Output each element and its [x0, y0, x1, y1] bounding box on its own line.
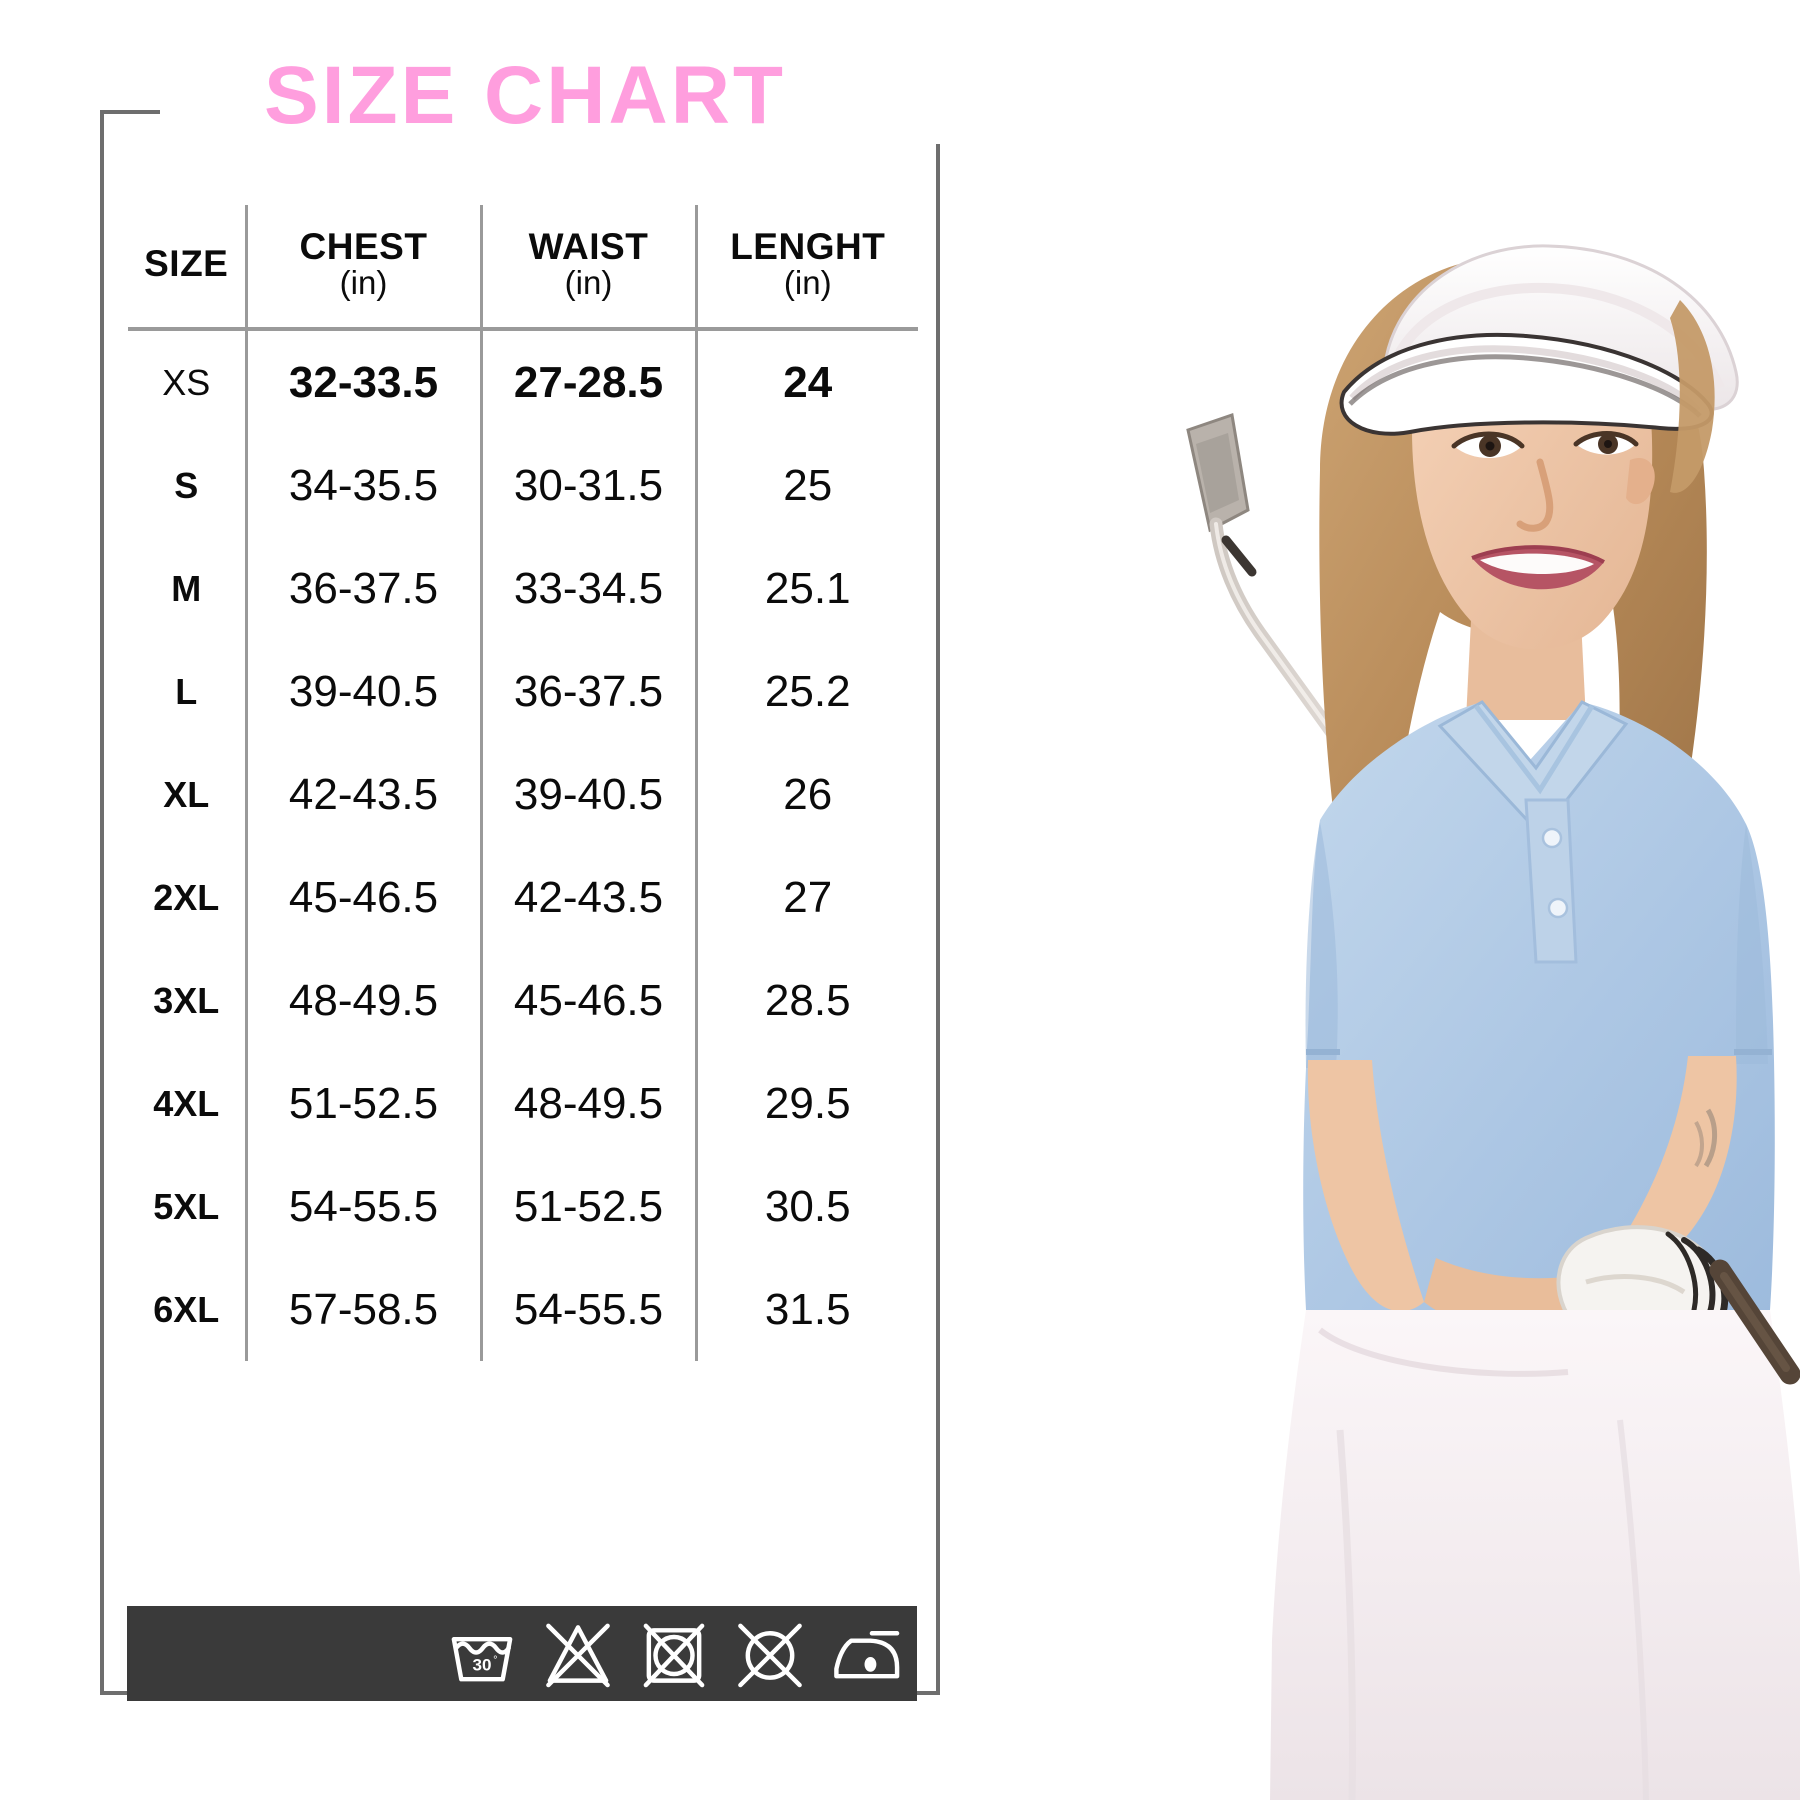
cell-length: 25.1 [764, 563, 851, 613]
column-header-chest-label: CHEST [299, 225, 428, 267]
cell-size: L [128, 640, 248, 743]
column-header-length-unit: (in) [783, 264, 832, 302]
cell-waist: 27-28.5 [481, 329, 698, 434]
column-header-size-label: SIZE [144, 242, 229, 284]
tattoo [1703, 1108, 1717, 1168]
cell-chest: 45-46.5 [246, 846, 483, 949]
table-row: 2XL 45-46.5 42-43.5 27 [128, 846, 918, 949]
table-row: S 34-35.5 30-31.5 25 [128, 434, 918, 537]
svg-text:°: ° [493, 1654, 497, 1666]
cell-chest: 32-33.5 [246, 329, 483, 434]
column-header-size: SIZE [128, 205, 248, 331]
wash-temperature-label: 30 [473, 1655, 492, 1674]
table-header-row: SIZE CHEST (in) WAIST (in) LENGHT (in) [128, 205, 918, 331]
cell-length: 26 [783, 769, 833, 819]
cell-length: 31.5 [764, 1284, 851, 1334]
column-header-waist: WAIST (in) [481, 205, 698, 331]
column-header-chest-unit: (in) [339, 264, 388, 302]
column-header-length-label: LENGHT [730, 225, 886, 267]
table-row: M 36-37.5 33-34.5 25.1 [128, 537, 918, 640]
cell-length: 25.2 [764, 666, 851, 716]
size-chart-table: SIZE CHEST (in) WAIST (in) LENGHT (in) X… [128, 205, 918, 1361]
cell-waist: 33-34.5 [481, 537, 698, 640]
cell-length: 29.5 [764, 1078, 851, 1128]
cell-waist: 42-43.5 [481, 846, 698, 949]
cell-size: 2XL [128, 846, 248, 949]
arm-left [1307, 1060, 1424, 1312]
button-placket [1524, 798, 1578, 964]
arm-right [1618, 1056, 1737, 1259]
do-not-tumble-dry-icon [643, 1623, 705, 1687]
golfer-photo [1020, 0, 1800, 1800]
table-row: 4XL 51-52.5 48-49.5 29.5 [128, 1052, 918, 1155]
nose [1516, 458, 1554, 532]
cell-waist: 51-52.5 [481, 1155, 698, 1258]
cell-chest: 54-55.5 [246, 1155, 483, 1258]
column-header-chest: CHEST (in) [246, 205, 483, 331]
cell-length: 25 [783, 460, 833, 510]
wash-30-icon: 30 ° [451, 1636, 513, 1681]
size-chart-panel: SIZE CHART SIZE CHEST (in) WAIST (in) LE… [100, 50, 950, 1701]
do-not-bleach-icon [546, 1623, 610, 1687]
collar [1437, 700, 1629, 837]
page-title: SIZE CHART [264, 50, 786, 141]
mouth [1471, 545, 1605, 590]
title-notch [160, 88, 950, 144]
cell-chest: 51-52.5 [246, 1052, 483, 1155]
cell-length: 27 [783, 872, 833, 922]
cell-size: 6XL [128, 1258, 248, 1361]
cell-waist: 45-46.5 [481, 949, 698, 1052]
cell-size: XS [128, 329, 248, 434]
table-row: 3XL 48-49.5 45-46.5 28.5 [128, 949, 918, 1052]
cell-size: 4XL [128, 1052, 248, 1155]
iron-low-heat-icon [834, 1630, 900, 1678]
cell-length: 28.5 [764, 975, 851, 1025]
cell-chest: 34-35.5 [246, 434, 483, 537]
cell-chest: 42-43.5 [246, 743, 483, 846]
column-header-waist-unit: (in) [564, 264, 613, 302]
cell-waist: 30-31.5 [481, 434, 698, 537]
cell-size: 3XL [128, 949, 248, 1052]
cell-waist: 39-40.5 [481, 743, 698, 846]
product-photo-panel [1020, 0, 1800, 1800]
cell-size: S [128, 434, 248, 537]
table-row: 5XL 54-55.5 51-52.5 30.5 [128, 1155, 918, 1258]
cell-chest: 57-58.5 [246, 1258, 483, 1361]
cell-chest: 48-49.5 [246, 949, 483, 1052]
column-header-length: LENGHT (in) [696, 205, 918, 331]
skirt [1270, 1310, 1800, 1800]
care-symbols-band: 30 ° [127, 1606, 917, 1701]
cell-waist: 54-55.5 [481, 1258, 698, 1361]
cell-size: XL [128, 743, 248, 846]
cell-waist: 36-37.5 [481, 640, 698, 743]
cell-length: 24 [783, 357, 833, 407]
do-not-dry-clean-icon [738, 1623, 802, 1687]
button-top [1541, 827, 1563, 849]
table-row: L 39-40.5 36-37.5 25.2 [128, 640, 918, 743]
button-bottom [1547, 897, 1569, 919]
table-row: 6XL 57-58.5 54-55.5 31.5 [128, 1258, 918, 1361]
polo-shirt [1303, 700, 1775, 1310]
column-header-waist-label: WAIST [528, 225, 649, 267]
cell-size: 5XL [128, 1155, 248, 1258]
table-row: XL 42-43.5 39-40.5 26 [128, 743, 918, 846]
cell-length: 30.5 [764, 1181, 851, 1231]
cell-size: M [128, 537, 248, 640]
cell-waist: 48-49.5 [481, 1052, 698, 1155]
table-row: XS 32-33.5 27-28.5 24 [128, 329, 918, 434]
cell-chest: 39-40.5 [246, 640, 483, 743]
visor-cap [1339, 244, 1739, 436]
cell-chest: 36-37.5 [246, 537, 483, 640]
